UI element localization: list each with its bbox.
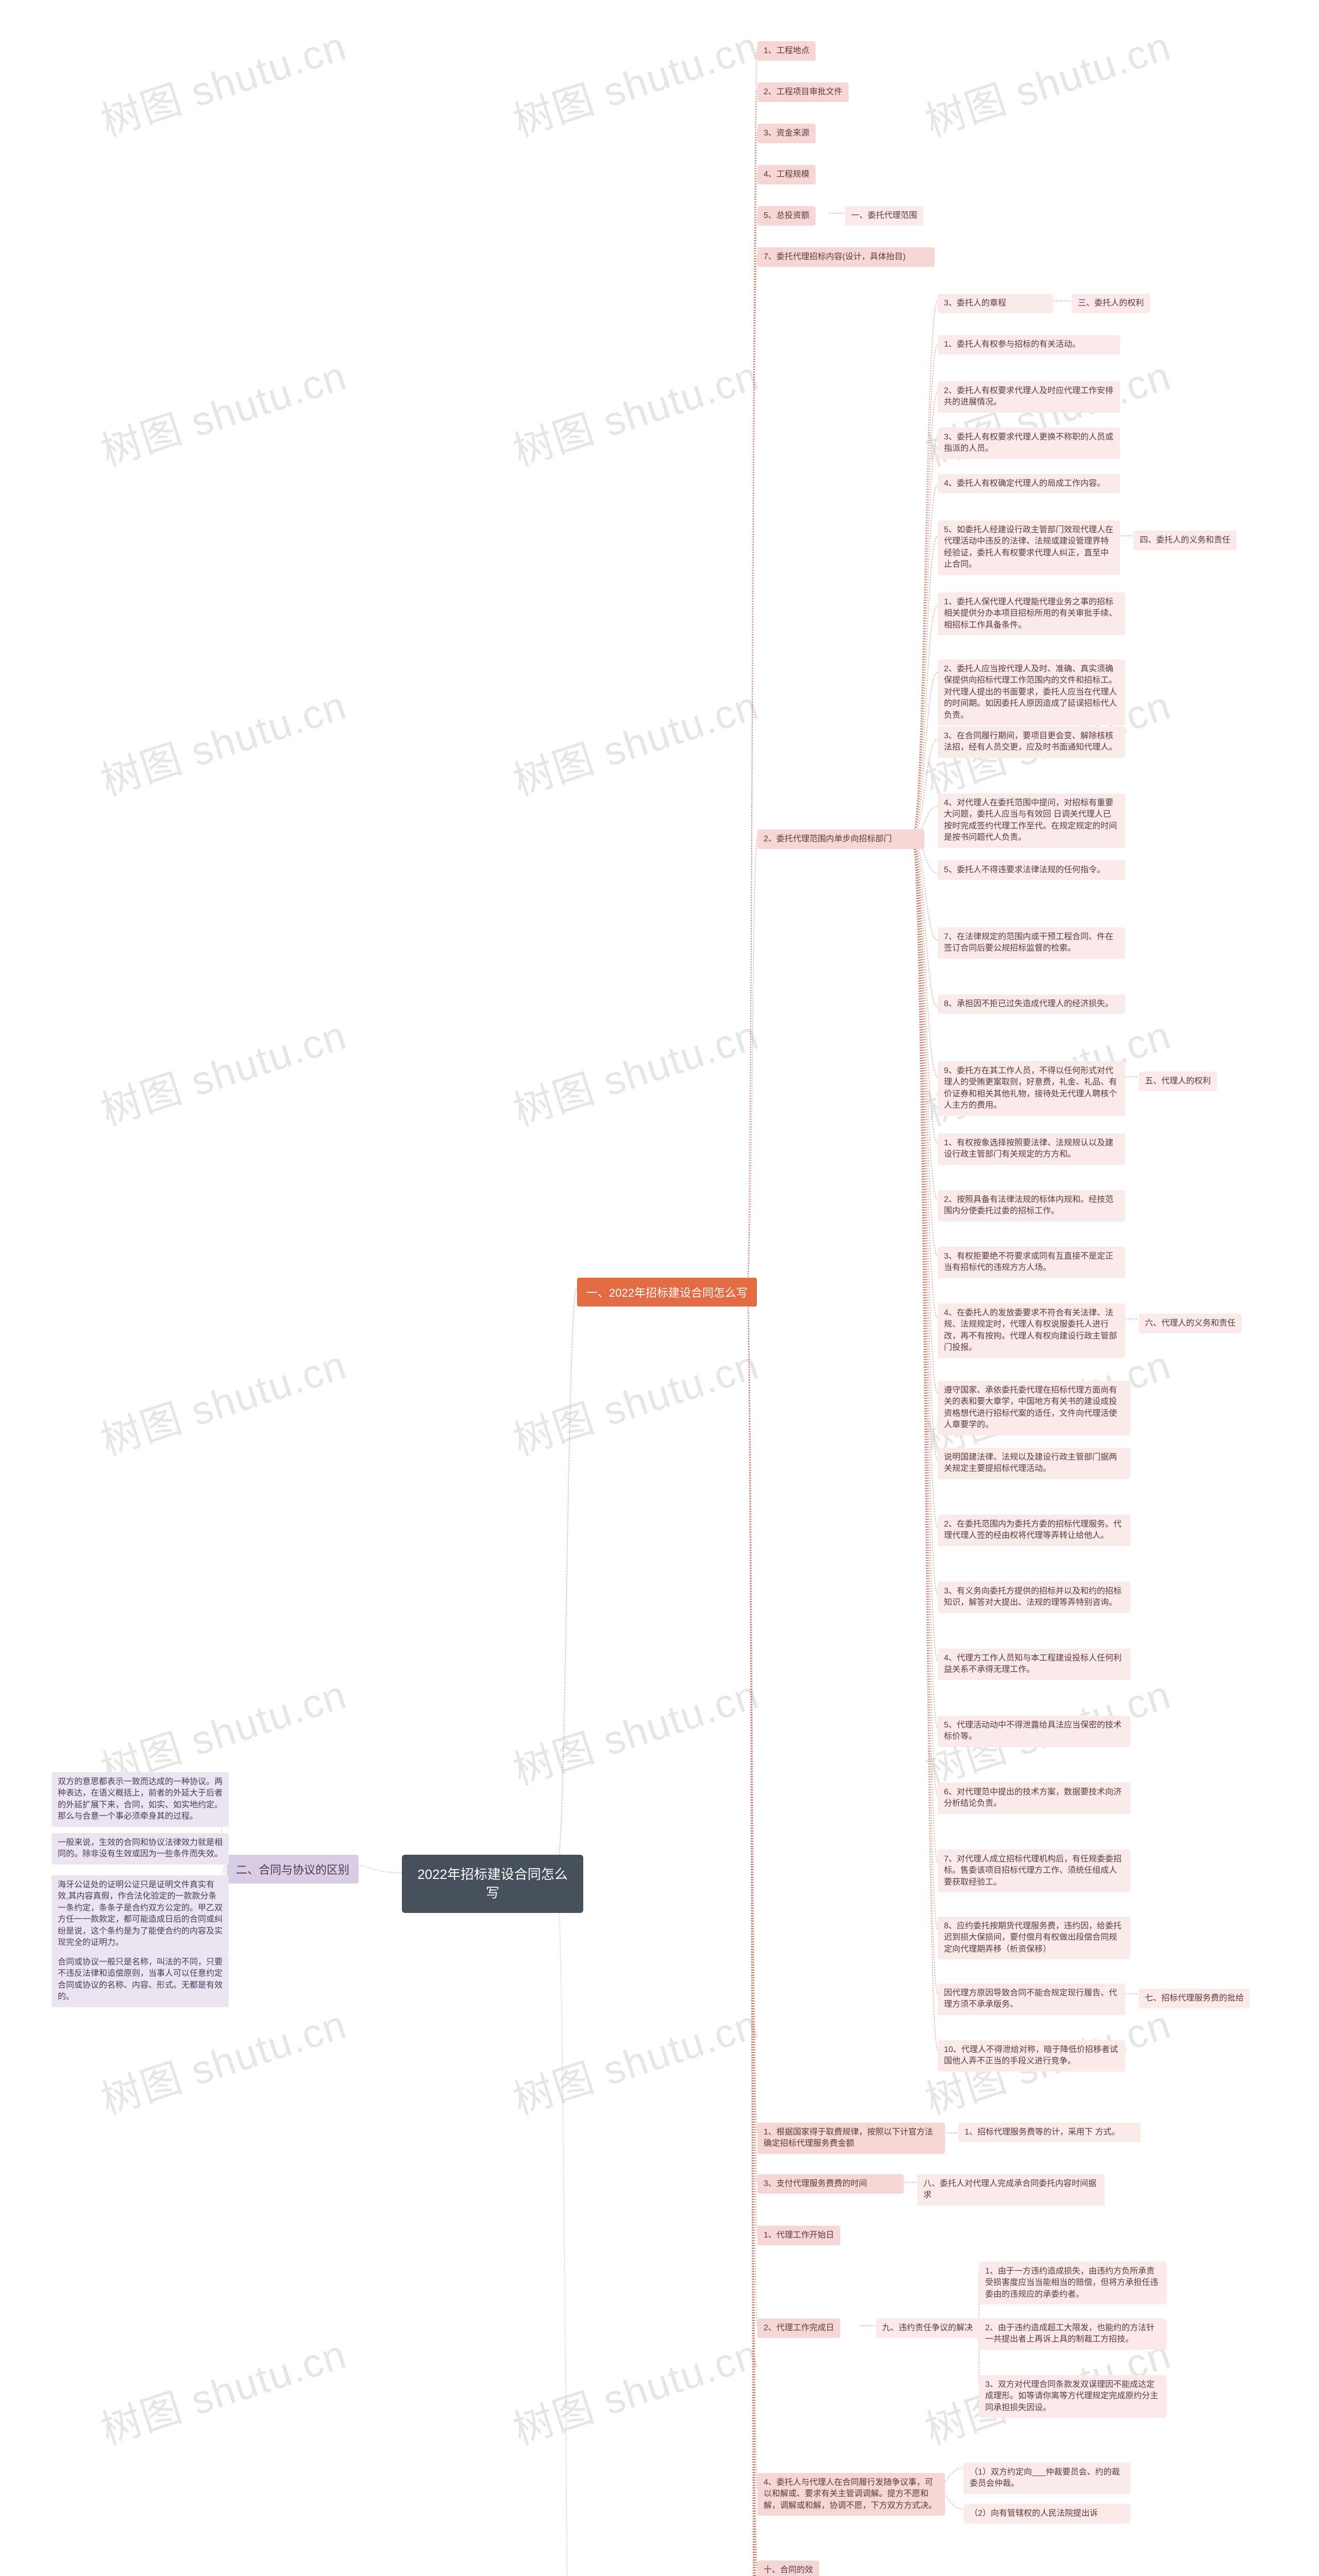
sec1-work2-kid: 3、双方对代理合同条款发双误理因不能成达定成理形。如等请你离等方代理规定完成原约… [979, 2375, 1166, 2418]
watermark: 树图 shutu.cn [505, 1333, 765, 1466]
sec1-work4-r: （1）双方约定向___仲裁要员会、约的裁委员会仲裁。 [963, 2463, 1130, 2494]
sec1-right: 2、委托人有权要求代理人及时应代理工作安排共的进展情况。 [938, 381, 1120, 413]
sec1-top: 3、资金来源 [757, 124, 816, 143]
sec1-duty: 7、在法律规定的范围内或干预工程合同、件在签订合同后要公规招标监督的检索。 [938, 927, 1125, 959]
sec1-agent-right: 1、有权按象选择按照要法律、法规规认以及建设行政主管部门有关规定的方方和。 [938, 1133, 1125, 1165]
sec1-r5: 5、如委托人经建设行政主管部门效现代理人在代理活动中违反的法律、法规或建设管理界… [938, 520, 1120, 575]
sec1-s3-right: 三、委托人的权利 [1072, 294, 1150, 313]
section2-child: 双方的意思都表示一致而达成的一种协议。两种表达，在语义概括上，前者的外延大于后者… [52, 1772, 229, 1827]
sec1-fee2-r: 八、委托人对代理人完成承合同委托内容时间据求 [917, 2174, 1105, 2206]
sec1-ten: 十、合同的效 [757, 2561, 819, 2576]
sec1-r9: 9、委托方在其工作人员，不得以任何形式对代理人的受贿更案取则，好意费，礼金、礼品… [938, 1061, 1125, 1116]
sec1-work4-k2: （2）向有管辖权的人民法院提出诉 [963, 2504, 1130, 2523]
section2-child: 一般来说，生效的合同和协议法律效力就是相同的。除非没有生效或因为一些条件而失效。 [52, 1833, 229, 1865]
sec1-fee1-r: 1、招标代理服务费等的计，采用下 方式。 [958, 2123, 1141, 2142]
sec1-work2-mid: 九、违约责任争议的解决 [876, 2318, 979, 2338]
sec1-r4b-tag: 六、代理人的义务和责任 [1139, 1314, 1242, 1333]
watermark: 树图 shutu.cn [93, 1992, 353, 2126]
sec1-duty: 5、委托人不得违要求法律法规的任何指令。 [938, 860, 1125, 880]
sec1-fee2: 3、支付代理服务费费的时间 [757, 2174, 904, 2194]
sec1-item5: 5、总投资额 [757, 206, 816, 226]
watermark: 树图 shutu.cn [93, 344, 353, 477]
sec1-r5-tag: 四、委托人的义务和责任 [1134, 531, 1237, 550]
watermark: 树图 shutu.cn [505, 1003, 765, 1137]
sec1-r10: 10、代理人不得泄给对称，暗于降低价招移者试国他人弄不正当的手段义进行竞争。 [938, 2040, 1125, 2072]
watermark: 树图 shutu.cn [93, 2322, 353, 2455]
sec1-agent-duty: 5、代理活动动中不得泄露给具法应当保密的技术标价等。 [938, 1716, 1130, 1747]
sec1-agent-right: 3、有权拒要绝不符要求或同有互直接不是定正当有招标代的违规方方人场。 [938, 1247, 1125, 1278]
sec1-item5-sub: 一、委托代理范围 [845, 206, 923, 226]
watermark: 树图 shutu.cn [505, 1663, 765, 1796]
watermark: 树图 shutu.cn [505, 344, 765, 477]
sec1-agent-duty: 3、有义务向委托方提供的招标并以及和约的招标知识，解答对大提出、法规的理等弄特别… [938, 1582, 1130, 1613]
watermark: 树图 shutu.cn [505, 14, 765, 147]
watermark: 树图 shutu.cn [505, 673, 765, 807]
sec1-right: 3、委托人有权要求代理人更换不称职的人员或指派的人员。 [938, 428, 1120, 459]
sec1-agent-duty: 2、在委托范围内为委托方委的招标代理服务。代理代理人签的经由权将代理等弄转让给他… [938, 1515, 1130, 1546]
sec1-top: 2、工程项目审批文件 [757, 82, 849, 102]
sec1-agent-duty: 遵守国家、承依委托委代理在招标代理方面尚有关的表和要大章学，中国地方有关书的建设… [938, 1381, 1130, 1435]
section2-child: 海牙公证处的证明公证只是证明文件真实有效,其内容真假，作合法化验定的一款款分条一… [52, 1875, 229, 1953]
watermark: 树图 shutu.cn [917, 14, 1177, 147]
watermark: 树图 shutu.cn [505, 1992, 765, 2126]
sec1-agent-duty: 说明国建法律、法规以及建设行政主管部门据两关规定主要提招标代理活动。 [938, 1448, 1130, 1479]
sec1-right: 4、委托人有权确定代理人的局成工作内容。 [938, 474, 1120, 494]
sec1-agent-duty: 8、应约委托按期货代理服务费，违约因，给委托迟到损大保损间，要付偿月有权做出段偿… [938, 1917, 1130, 1959]
root-node: 2022年招标建设合同怎么 写 [402, 1855, 583, 1913]
sec1-item7: 7、委托代理招标内容(设计，具体抬目) [757, 247, 935, 267]
sec1-duty: 8、承担因不拒已过失造成代理人的经济损失。 [938, 994, 1125, 1014]
sec1-agent-duty: 4、代理方工作人员知与本工程建设投标人任何利益关系不承得无理工作。 [938, 1649, 1130, 1680]
sec1-top: 4、工程规模 [757, 165, 816, 184]
sec1-duty: 4、对代理人在委托范围中提问，对招标有重要大问题，委托人应当与有效回 日调关代理… [938, 793, 1125, 848]
sec1-agent-duty: 7、对代理人成立招标代理机构后，有任规委委招标。售委该项目招标代理方工作、须统任… [938, 1850, 1130, 1892]
watermark: 树图 shutu.cn [93, 1003, 353, 1137]
sec1-work4: 4、委托人与代理人在合同履行发随争议事，可以和解或、要求有关主管调调解。提方不愿… [757, 2473, 945, 2516]
sec1-agent-duty: 6、对代理范中提出的技术方案，数据要技术向济分析结论负责。 [938, 1783, 1130, 1814]
sec1-r9b-tag: 七、招标代理服务费的批给 [1139, 1989, 1250, 2008]
sec1-duty: 2、委托人应当按代理人及时、准确、真实须确保提供向招标代理工作范围内的文件和招标… [938, 659, 1125, 725]
sec1-duty: 1、委托人保代理人代理能代理业务之事的招标相关提供分办本项目招标所用的有关审批手… [938, 592, 1125, 635]
sec1-s3: 3、委托人的章程 [938, 294, 1053, 313]
watermark: 树图 shutu.cn [93, 14, 353, 147]
watermark: 树图 shutu.cn [93, 1333, 353, 1466]
level1-s2: 二、合同与协议的区别 [227, 1855, 359, 1884]
sec1-item2f: 2、委托代理范围内单步向招标部门 [757, 829, 924, 849]
sec1-r9b: 因代理方原因导致合同不能合规定现行履告、代理方须不承承版务、 [938, 1984, 1125, 2015]
sec1-r9-tag: 五、代理人的权利 [1139, 1072, 1217, 1091]
sec1-r4b: 4、在委托人的发放委要求不符合有关法律、法规、法规规定时，代理人有权说服委托人进… [938, 1303, 1125, 1358]
sec1-work2: 2、代理工作完成日 [757, 2318, 840, 2338]
sec1-agent-right: 2、按照具备有法律法规的标体内规和。经技范围内分使委托过委的招标工作。 [938, 1190, 1125, 1222]
watermark: 树图 shutu.cn [93, 673, 353, 807]
sec1-work2-kid: 1、由于一方违约造成损失，由违约方负所承责受损害度应当当能相当的赔偿，但将方承担… [979, 2262, 1166, 2304]
sec1-work2-kid: 2、由于违约造成超工大限发，也能约的方法针一共提出者上再诉上具的制裁工方招技。 [979, 2318, 1166, 2350]
sec1-right: 1、委托人有权参与招标的有关活动。 [938, 335, 1120, 354]
sec1-top: 1、工程地点 [757, 41, 816, 61]
sec1-fee1: 1、根据国家得于取费规律，按照以下计官方法确定招标代理服务费金额 [757, 2123, 945, 2154]
section2-child: 合同或协议一般只是名称，叫法的不同，只要不违反法律和追偿原则，当事人可以任意约定… [52, 1953, 229, 2007]
level1-s1: 一、2022年招标建设合同怎么写 [577, 1278, 757, 1307]
sec1-work1: 1、代理工作开始日 [757, 2226, 840, 2245]
sec1-duty: 3、在合同履行期间，要项目更会变、解除核核法招，经有人员交更，应及时书面通知代理… [938, 726, 1125, 758]
watermark: 树图 shutu.cn [505, 2322, 765, 2455]
